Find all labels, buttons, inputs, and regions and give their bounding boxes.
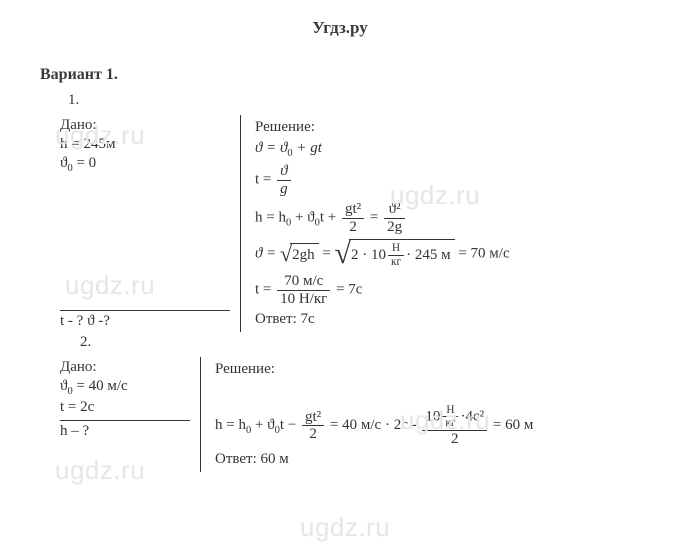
given-find: h – ? — [60, 420, 190, 440]
problem-2-number: 2. — [80, 334, 680, 351]
solution-label: Решение: — [255, 119, 510, 136]
problem-1: 1. Дано: h = 245м ϑ0 = 0 t - ? ϑ -? Реше… — [60, 92, 680, 332]
given-line: t = 2с — [60, 399, 190, 416]
equation: h = h0 + ϑ0t − gt²2 = 40 м/с · 2с - 10Нк… — [215, 404, 533, 447]
given-line: h = 245м — [60, 136, 230, 153]
problem-1-given: Дано: h = 245м ϑ0 = 0 t - ? ϑ -? — [60, 115, 240, 330]
answer: Ответ: 7с — [255, 311, 510, 328]
given-find: t - ? ϑ -? — [60, 310, 230, 330]
equation: ϑ = ϑ0 + gt — [255, 140, 510, 159]
equation: ϑ = √2gh = √ 2 · 10 Нкг · 245 м = 70 м/с — [255, 239, 510, 269]
given-line: ϑ0 = 40 м/с — [60, 378, 190, 397]
problem-2: 2. Дано: ϑ0 = 40 м/с t = 2с h – ? Решени… — [60, 334, 680, 472]
equation: h = h0 + ϑ0t + gt²2 = ϑ²2g — [255, 201, 510, 235]
given-label: Дано: — [60, 359, 190, 376]
answer: Ответ: 60 м — [215, 451, 533, 468]
problem-2-given: Дано: ϑ0 = 40 м/с t = 2с h – ? — [60, 357, 200, 440]
site-header: Угдз.ру — [0, 0, 680, 38]
variant-title: Вариант 1. — [40, 66, 680, 84]
watermark: ugdz.ru — [300, 512, 390, 543]
equation: t = 70 м/с10 Н/кг = 7с — [255, 273, 510, 307]
given-label: Дано: — [60, 117, 230, 134]
problem-2-solution: Решение: h = h0 + ϑ0t − gt²2 = 40 м/с · … — [200, 357, 533, 472]
problem-1-solution: Решение: ϑ = ϑ0 + gt t = ϑg h = h0 + ϑ0t… — [240, 115, 510, 332]
problem-1-number: 1. — [68, 92, 680, 109]
solution-label: Решение: — [215, 361, 533, 378]
given-line: ϑ0 = 0 — [60, 155, 230, 174]
equation: t = ϑg — [255, 163, 510, 197]
